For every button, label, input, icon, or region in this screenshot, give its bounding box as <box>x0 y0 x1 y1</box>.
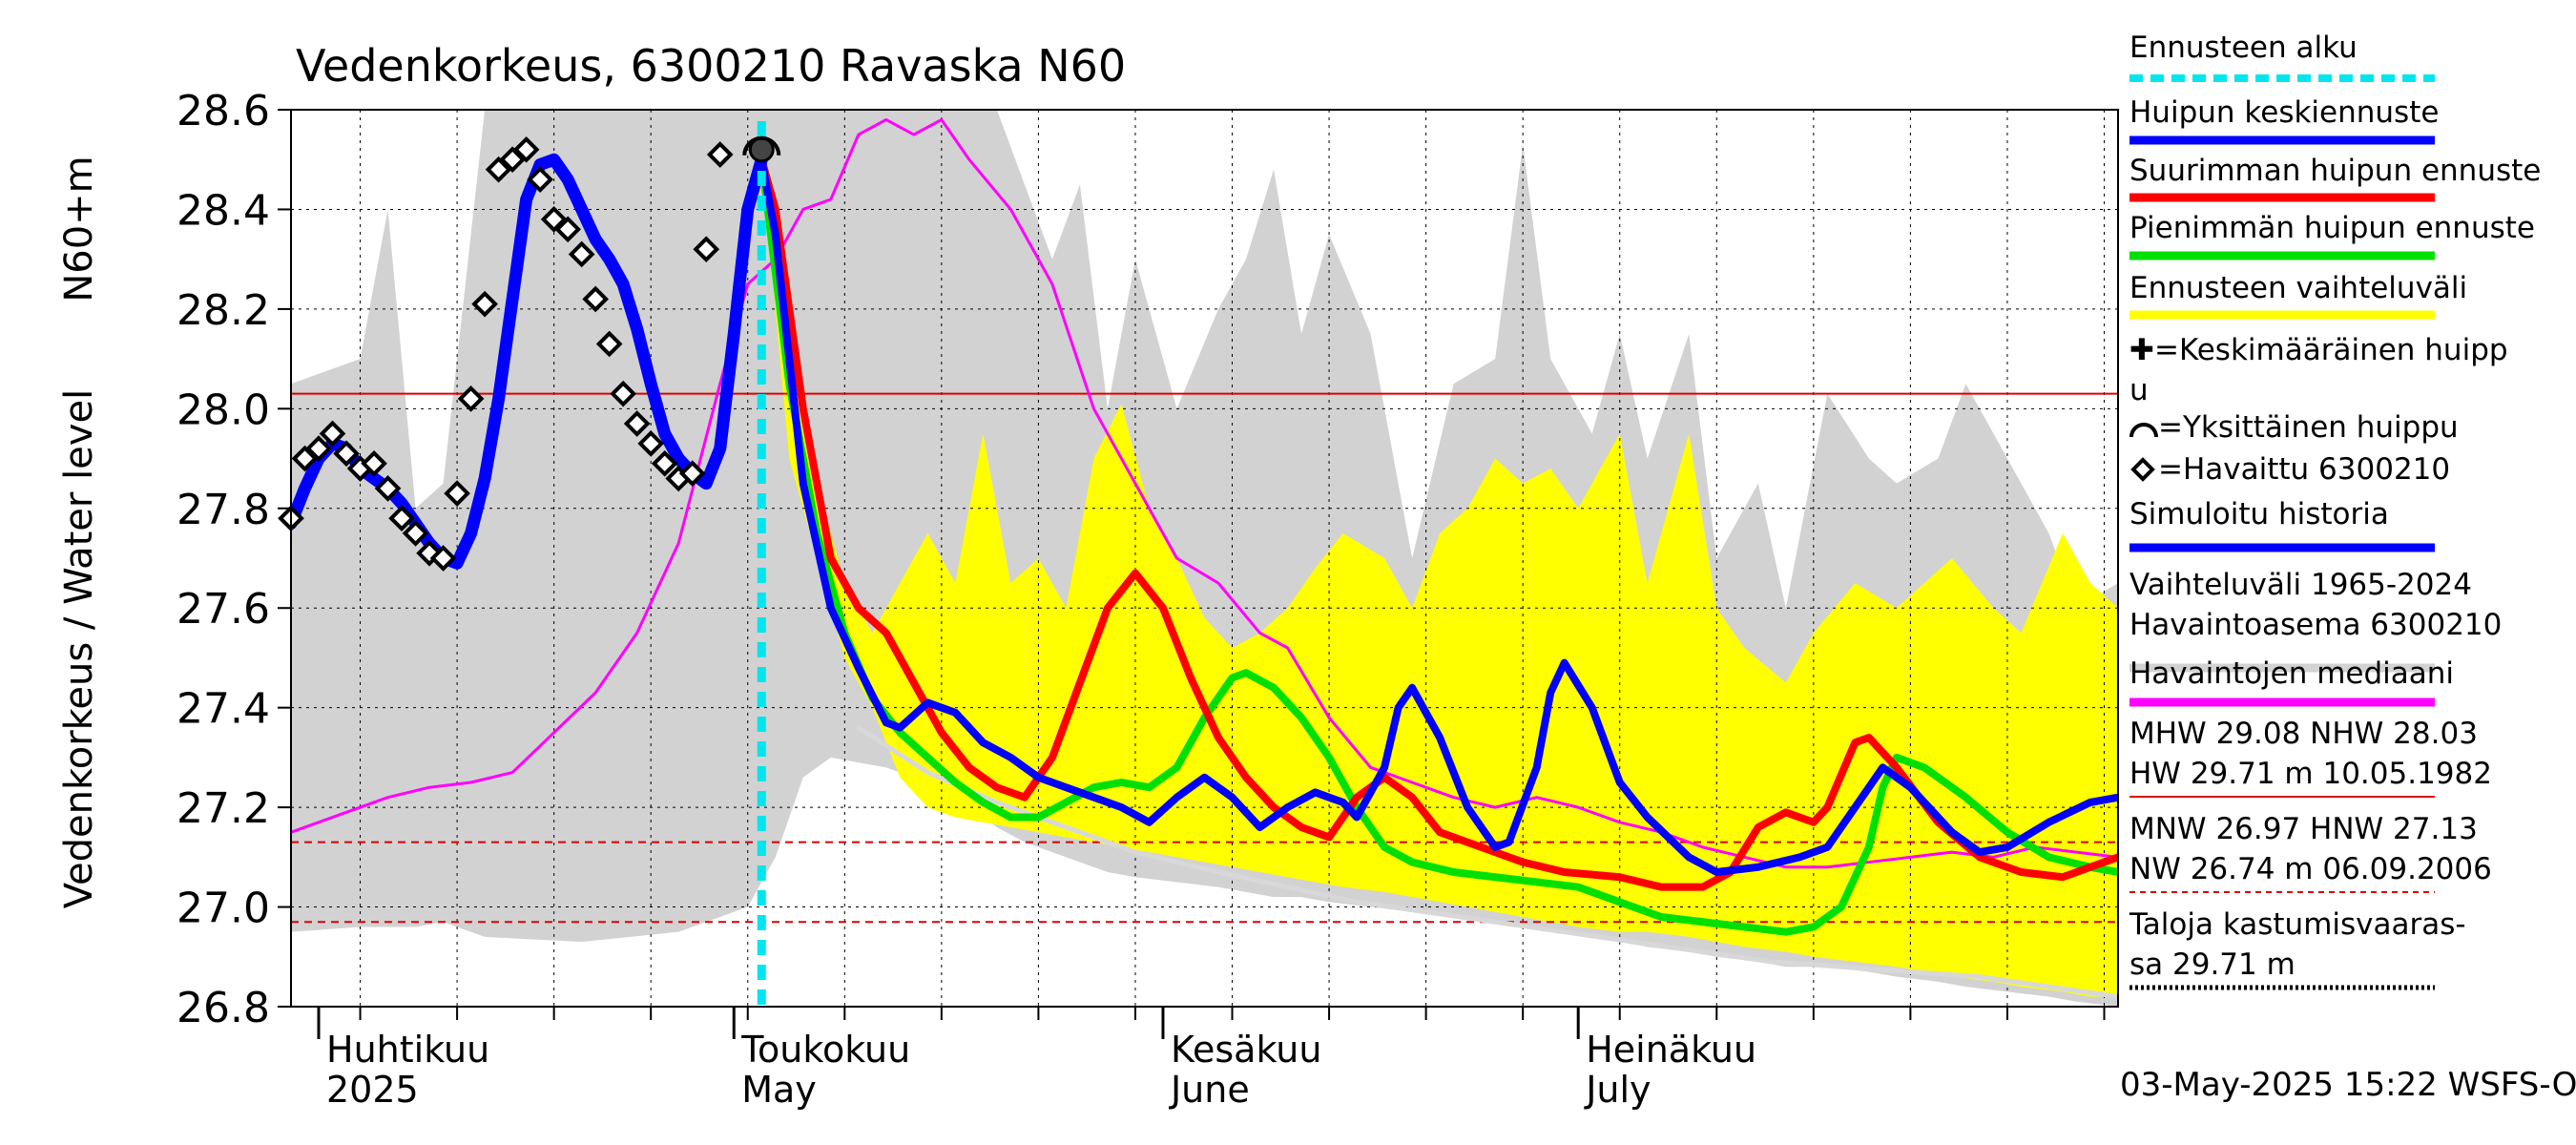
observed-point <box>485 156 512 183</box>
observed-point <box>374 475 402 502</box>
y-tick-label: 26.8 <box>177 984 270 1032</box>
legend: Ennusteen alku Huipun keskiennuste Suurimm… <box>2129 31 2541 990</box>
series-layer <box>291 117 2118 1000</box>
observed-point <box>693 236 720 263</box>
series-light-line <box>856 725 2118 1000</box>
legend-label: ✚=Keskimääräinen huipp <box>2129 333 2508 367</box>
x-month-label: Huhtikuu <box>326 1029 489 1071</box>
observed-point <box>678 460 706 488</box>
legend-arc-icon <box>2129 423 2158 438</box>
x-month-sublabel: July <box>1584 1069 1651 1111</box>
legend-label: Taloja kastumisvaaras- <box>2129 907 2466 942</box>
series-median <box>291 117 2118 869</box>
legend-label: Ennusteen vaihteluväli <box>2129 271 2467 305</box>
observed-point <box>333 440 360 468</box>
y-tick-label: 28.0 <box>177 385 270 434</box>
y-axis-unit: N60+m <box>57 156 101 302</box>
legend-label: MNW 26.97 HNW 27.13 <box>2129 812 2478 846</box>
legend-label-line2: Havaintoasema 6300210 <box>2129 608 2502 642</box>
observed-point <box>610 380 637 407</box>
observed-point <box>388 505 415 532</box>
grid-layer <box>291 109 2118 1008</box>
legend-diamond-icon <box>2130 457 2155 482</box>
plot-frame <box>290 109 2119 1008</box>
observed-point <box>637 430 665 457</box>
series-mean-forecast <box>758 156 2118 876</box>
legend-label: MHW 29.08 NHW 28.03 <box>2129 717 2478 751</box>
observed-point <box>595 330 623 358</box>
legend-label-line2: HW 29.71 m 10.05.1982 <box>2129 757 2492 791</box>
observed-point <box>444 480 470 507</box>
observed-point <box>457 385 485 412</box>
legend-label: Havaintojen mediaani <box>2129 656 2454 691</box>
legend-label: =Yksittäinen huippu <box>2158 410 2459 445</box>
observed-point <box>361 449 387 477</box>
observed-point <box>402 520 429 547</box>
x-month-sublabel: 2025 <box>326 1069 419 1111</box>
x-month-label: Heinäkuu <box>1586 1029 1756 1071</box>
y-tick-label: 28.6 <box>177 87 270 135</box>
observed-point <box>540 206 568 233</box>
legend-label: Pienimmän huipun ennuste <box>2129 211 2535 245</box>
observed-point <box>512 135 540 163</box>
y-axis-label: Vedenkorkeus / Water level <box>57 389 101 908</box>
single-peak-arc <box>742 135 781 156</box>
legend-label: Simuloitu historia <box>2129 497 2389 531</box>
observed-point <box>706 141 734 168</box>
x-month-sublabel: May <box>741 1069 817 1111</box>
observed-point <box>291 445 319 472</box>
legend-label: Vaihteluväli 1965-2024 <box>2129 568 2472 602</box>
axes-layer: 26.8 27.0 27.2 27.4 27.6 27.8 28.0 28.2 28.4 28.6… <box>177 87 2106 1111</box>
legend-label-line2: NW 26.74 m 06.09.2006 <box>2129 852 2492 886</box>
x-month-label: Kesäkuu <box>1171 1029 1322 1071</box>
observed-point <box>305 435 332 462</box>
observed-point <box>651 449 678 477</box>
series-min-forecast <box>758 156 2118 936</box>
observed-point <box>319 420 346 448</box>
observed-point <box>623 410 651 437</box>
y-tick-label: 27.2 <box>177 784 270 833</box>
y-tick-label: 27.0 <box>177 885 270 933</box>
observed-point <box>568 240 595 268</box>
legend-label-line2: u <box>2129 373 2149 407</box>
legend-label: Huipun keskiennuste <box>2129 95 2439 130</box>
legend-label: Ennusteen alku <box>2129 31 2358 65</box>
observed-point <box>554 216 581 243</box>
observed-point <box>429 545 457 572</box>
y-tick-label: 27.4 <box>177 685 270 734</box>
observed-point <box>582 285 609 313</box>
observed-point <box>527 166 553 193</box>
footer-timestamp: 03-May-2025 15:22 WSFS-O <box>2120 1066 2576 1104</box>
y-tick-label: 28.2 <box>177 286 270 335</box>
y-tick-label: 27.6 <box>177 585 270 634</box>
x-month-sublabel: June <box>1169 1069 1250 1111</box>
legend-label-line2: sa 29.71 m <box>2129 947 2296 982</box>
series-simulated <box>291 153 768 570</box>
legend-label: =Havaittu 6300210 <box>2158 452 2450 487</box>
legend-label: Suurimman huipun ennuste <box>2129 154 2541 188</box>
x-month-label: Toukokuu <box>740 1029 910 1071</box>
observed-point <box>499 146 526 174</box>
y-tick-label: 27.8 <box>177 486 270 534</box>
chart-title: Vedenkorkeus, 6300210 Ravaska N60 <box>296 40 1126 92</box>
y-tick-label: 28.4 <box>177 186 270 235</box>
marker-layer <box>278 121 781 1007</box>
observed-point <box>471 290 498 318</box>
